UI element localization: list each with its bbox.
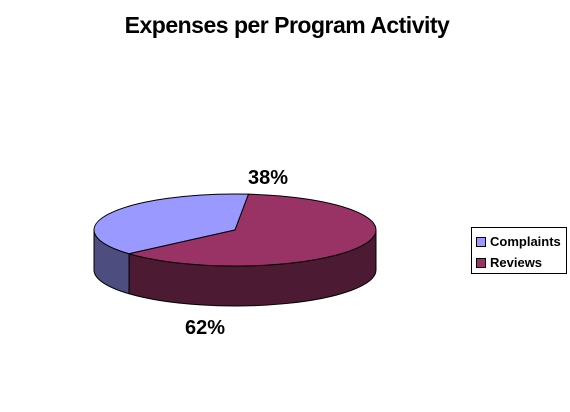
data-label-reviews: 62% bbox=[185, 317, 225, 339]
legend-item-complaints: Complaints bbox=[476, 231, 566, 252]
chart-title: Expenses per Program Activity bbox=[124, 12, 450, 38]
legend: Complaints Reviews bbox=[471, 227, 567, 274]
legend-swatch-complaints bbox=[476, 236, 486, 247]
legend-swatch-reviews bbox=[476, 257, 486, 268]
legend-label-reviews: Reviews bbox=[490, 255, 543, 270]
pie-slice-complaints bbox=[93, 193, 250, 255]
legend-item-reviews: Reviews bbox=[476, 252, 566, 273]
legend-label-complaints: Complaints bbox=[490, 234, 561, 249]
data-label-complaints: 38% bbox=[248, 167, 288, 189]
pie-slice-reviews bbox=[128, 193, 377, 267]
